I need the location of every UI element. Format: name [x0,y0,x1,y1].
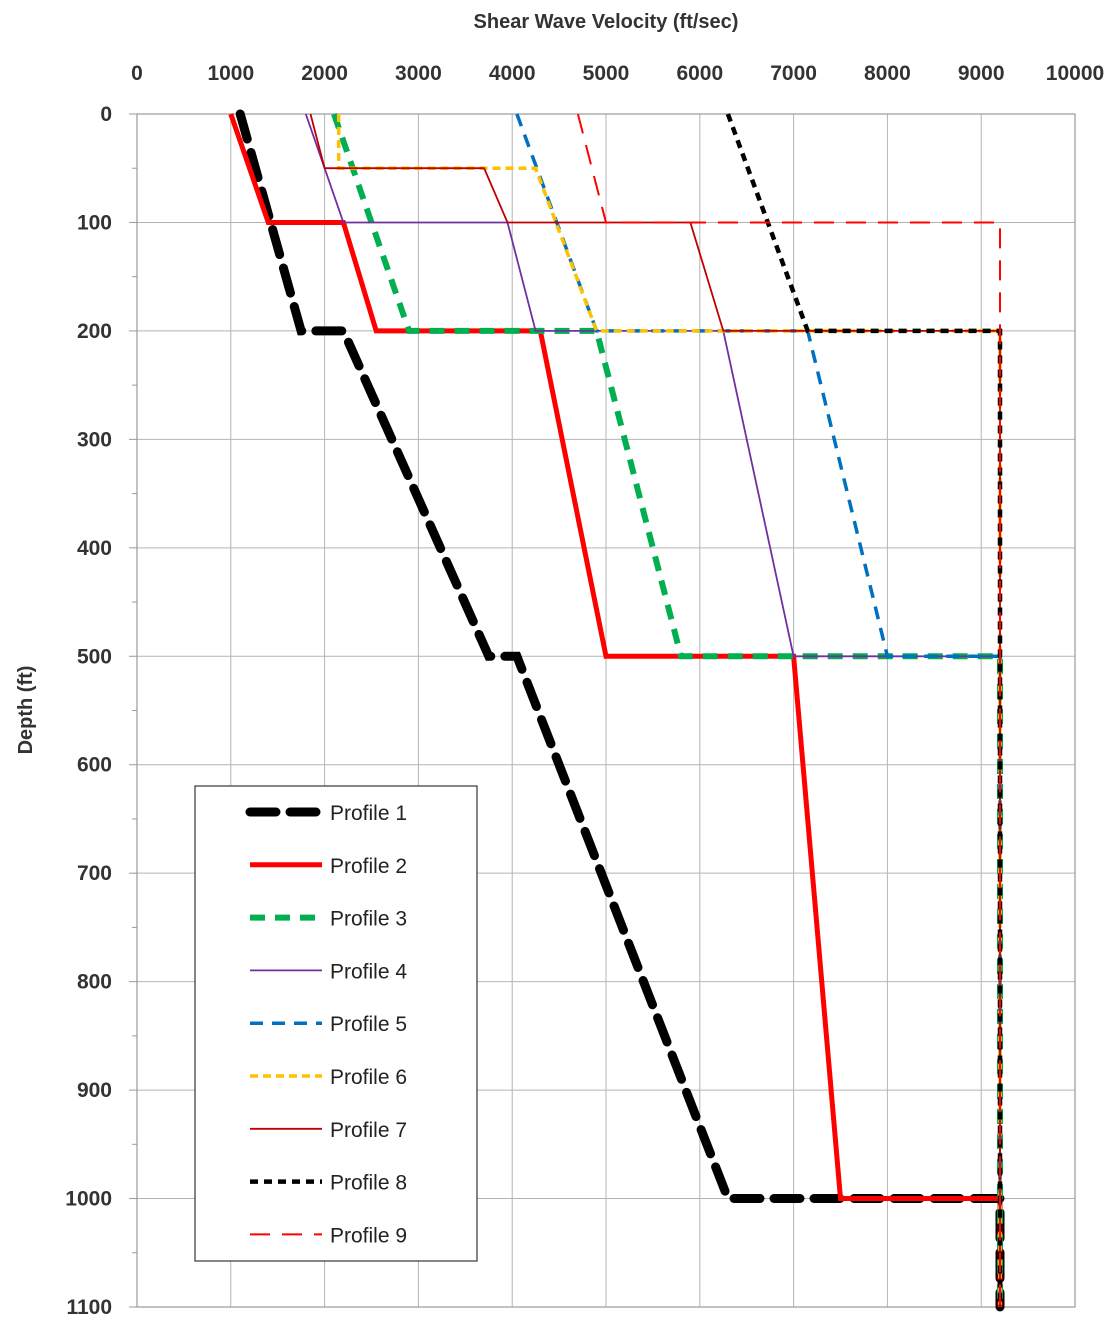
y-tick-label: 800 [77,971,112,994]
x-tick-label: 10000 [1046,62,1104,85]
y-tick-label: 900 [77,1079,112,1102]
y-tick-label: 500 [77,645,112,668]
series-layer [228,109,1005,1312]
x-tick-label: 7000 [770,62,817,85]
series-line-profile-9 [576,113,1001,1307]
x-tick-label: 5000 [583,62,630,85]
y-tick-label: 1000 [65,1188,112,1211]
y-tick-label: 300 [77,428,112,451]
plot-area [136,113,1076,1308]
y-tick-label: 400 [77,537,112,560]
legend-label-profile-8: Profile 8 [330,1172,407,1195]
legend-label-profile-7: Profile 7 [330,1119,407,1142]
series-line-profile-7 [309,113,1001,1307]
legend-label-profile-5: Profile 5 [330,1013,407,1036]
y-tick-labels: 0 100 200 300 400 500 600 700 800 900 1000 1100 [65,103,112,1319]
y-tick-label: 600 [77,754,112,777]
y-tick-label: 100 [77,211,112,234]
x-tick-label: 4000 [489,62,536,85]
x-tick-labels: 0 1000 2000 3000 4000 5000 6000 7000 8000 9000 100… [131,62,1104,85]
x-tick-label: 8000 [864,62,911,85]
series-line-profile-2 [228,113,1003,1307]
legend-label-profile-6: Profile 6 [330,1066,407,1089]
x-tick-label: 1000 [207,62,254,85]
legend-label-profile-2: Profile 2 [330,855,407,878]
y-tick-label: 700 [77,862,112,885]
y-tick-label: 1100 [66,1296,112,1319]
x-tick-label: 2000 [301,62,348,85]
y-tick-label: 200 [77,320,112,343]
y-tick-label: 0 [100,103,112,126]
legend-label-profile-1: Profile 1 [330,802,407,825]
legend-box [194,785,478,1262]
legend: Profile 1 Profile 2 Profile 3 Profile 4 Prof… [194,785,478,1262]
x-tick-label: 3000 [395,62,442,85]
y-axis-title: Depth (ft) [15,666,37,755]
series-line-profile-8 [725,113,1003,1307]
series-line-profile-5 [515,113,1002,1307]
legend-label-profile-3: Profile 3 [330,908,407,931]
x-tick-label: 0 [131,62,143,85]
legend-label-profile-9: Profile 9 [330,1224,407,1247]
x-axis-title: Shear Wave Velocity (ft/sec) [474,11,739,33]
legend-label-profile-4: Profile 4 [330,960,407,983]
x-tick-label: 6000 [676,62,723,85]
x-tick-label: 9000 [958,62,1005,85]
